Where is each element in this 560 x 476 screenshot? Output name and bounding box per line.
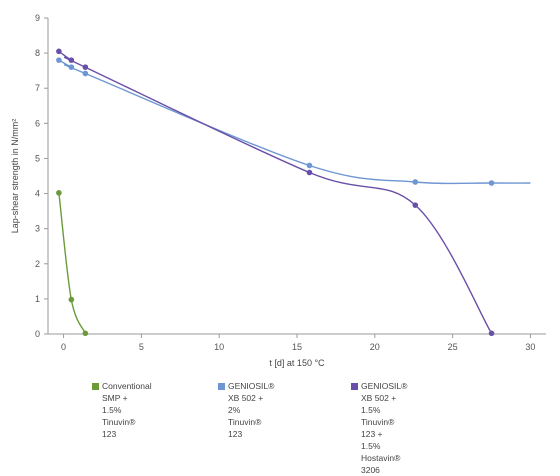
y-tick-label: 3 [35,224,40,234]
y-tick-label: 5 [35,153,40,163]
legend-label: Conventional SMP + 1.5% Tinuvin® 123 [102,381,152,439]
y-tick-label: 9 [35,13,40,23]
series-line [58,50,493,334]
chart: 0 1 2 3 4 5 6 7 8 9 0 5 10 15 20 25 30 Lap-shear strengt… [10,13,546,368]
data-point [56,57,62,63]
data-point [82,330,89,337]
y-tick-label: 2 [35,259,40,269]
x-tick-label: 10 [214,342,224,352]
data-point [68,57,75,63]
data-point [68,64,75,70]
x-tick-label: 15 [292,342,302,352]
data-point [82,64,89,70]
series-line [58,59,531,185]
data-point [56,48,62,55]
data-point [56,190,62,196]
chart-legend: Conventional SMP + 1.5% Tinuvin® 123 GEN… [0,380,560,475]
y-tick-label: 4 [35,189,40,199]
x-axis-label: t [d] at 150 °C [269,358,325,368]
data-point [306,169,313,176]
x-tick-label: 25 [448,342,458,352]
x-tick-label: 5 [139,342,144,352]
y-tick-label: 0 [35,329,40,339]
legend-swatch-purple [351,383,358,390]
x-tick-label: 30 [525,342,535,352]
y-tick-label: 8 [35,48,40,58]
x-tick-label: 20 [370,342,380,352]
data-point [68,296,75,303]
data-point [82,70,89,77]
series-line [58,192,86,334]
data-point [412,179,419,185]
data-point [488,180,495,186]
legend-label: GENIOSIL® XB 502 + 1.5% Tinuvin® 123 + 1… [361,381,408,475]
series-0 [56,190,89,337]
chart-axes: 0 1 2 3 4 5 6 7 8 9 0 5 10 15 20 25 30 [35,13,546,352]
data-point [306,162,313,169]
series-1 [56,57,531,186]
data-point [488,330,495,337]
legend-label: GENIOSIL® XB 502 + 2% Tinuvin® 123 [228,381,275,439]
y-tick-label: 1 [35,294,40,304]
chart-series [56,48,531,337]
x-tick-label: 0 [61,342,66,352]
data-point [412,202,419,208]
legend-swatch-blue [218,383,225,390]
series-2 [56,48,495,337]
y-tick-label: 7 [35,83,40,93]
legend-swatch-green [92,383,99,390]
y-axis-label: Lap-shear strength in N/mm² [10,119,20,234]
y-tick-label: 6 [35,118,40,128]
